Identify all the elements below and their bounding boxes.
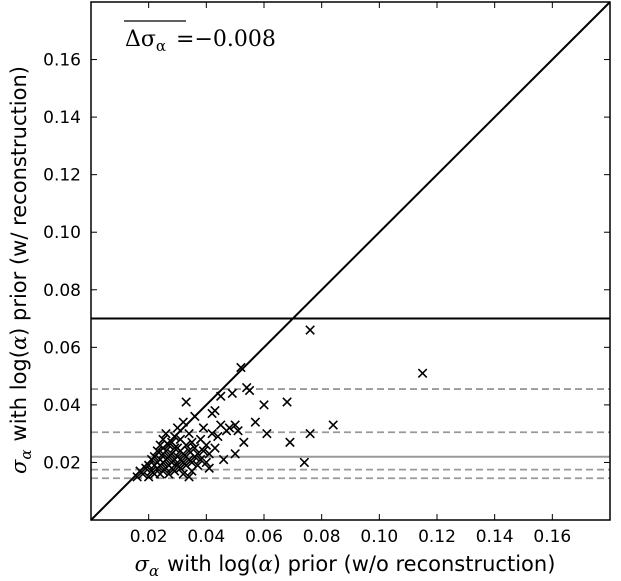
data-point-96 [285, 437, 295, 448]
annotation-value: −0.008 [194, 27, 275, 52]
data-point-99 [305, 325, 315, 335]
data-point-86 [230, 420, 240, 430]
data-point-49 [178, 417, 189, 427]
y-tick-label: 0.14 [43, 108, 81, 128]
x-axis-label: σα with log(α) prior (w/o reconstruction) [135, 552, 556, 580]
x-axis-label-paren-symbol: α [259, 552, 273, 576]
data-point-68 [198, 446, 209, 456]
data-point-81 [218, 454, 229, 465]
x-tick-label: 0.06 [245, 527, 283, 547]
data-point-76 [210, 443, 220, 453]
annotation-subscript: α [156, 37, 166, 55]
data-point-60 [187, 437, 197, 448]
data-point-59 [187, 457, 197, 468]
data-point-78 [213, 431, 223, 442]
y-axis-label-text-after: ) prior (w/ reconstruction) [7, 66, 31, 336]
data-point-37 [169, 431, 180, 442]
data-point-46 [178, 469, 189, 479]
data-point-97 [299, 457, 310, 468]
data-point-42 [175, 463, 186, 473]
y-tick-label: 0.08 [43, 281, 81, 301]
x-tick-label: 0.04 [187, 527, 225, 547]
plot-area-group [90, 1, 611, 521]
data-point-52 [181, 440, 191, 450]
data-point-95 [282, 397, 292, 407]
data-point-24 [161, 446, 171, 456]
data-point-66 [195, 454, 206, 465]
data-point-93 [259, 400, 269, 410]
y-axis-label-subscript: α [17, 449, 35, 459]
plot-frame [90, 1, 611, 521]
y-axis-label: σαwith log(α) prior (w/ reconstruction) [7, 66, 35, 474]
data-point-26 [164, 469, 174, 479]
data-point-57 [184, 428, 194, 439]
data-point-80 [215, 391, 226, 402]
x-axis-label-text-before: with log( [167, 552, 258, 576]
data-point-2 [138, 469, 148, 479]
data-point-10 [149, 451, 160, 462]
x-tick-label: 0.02 [130, 527, 168, 547]
x-tick-label: 0.08 [303, 527, 341, 547]
x-tick-label: 0.10 [360, 527, 398, 547]
y-axis-label-symbol: σ [7, 459, 31, 474]
y-tick-label: 0.10 [43, 223, 81, 243]
x-axis-label-text-after: ) prior (w/o reconstruction) [273, 552, 556, 576]
y-tick-label: 0.12 [43, 166, 81, 186]
data-point-69 [198, 423, 209, 433]
mean-difference-annotation: Δσα =−0.008 [125, 27, 276, 55]
y-tick-label: 0.04 [43, 396, 81, 416]
x-tick-label: 0.12 [418, 527, 456, 547]
reference-lines [90, 1, 611, 521]
data-point-54 [184, 472, 194, 482]
data-point-100 [328, 420, 338, 430]
data-point-98 [305, 428, 315, 439]
data-point-85 [230, 449, 240, 459]
data-point-72 [204, 463, 214, 473]
data-point-64 [192, 460, 203, 471]
data-point-77 [210, 405, 220, 416]
data-point-91 [244, 385, 255, 396]
data-point-36 [169, 443, 180, 453]
data-point-0 [132, 472, 142, 482]
data-point-65 [192, 449, 203, 459]
data-point-87 [233, 426, 243, 436]
data-point-88 [236, 362, 246, 373]
axis-ticks: 0.02 0.04 0.06 0.08 0.10 0.12 0.14 0.16 0.02 0.04… [43, 2, 610, 547]
data-point-101 [417, 368, 428, 378]
x-tick-label: 0.16 [533, 527, 571, 547]
x-axis-label-symbol: σ [135, 552, 150, 576]
x-tick-label: 0.14 [476, 527, 514, 547]
annotation-equals: = [176, 27, 194, 52]
y-tick-label: 0.16 [43, 51, 81, 71]
data-point-4 [143, 472, 154, 482]
data-point-70 [201, 457, 212, 468]
data-point-13 [152, 446, 163, 456]
data-point-34 [169, 466, 180, 476]
y-axis-label-paren-symbol: α [7, 336, 31, 350]
data-point-89 [239, 437, 249, 448]
data-point-74 [207, 428, 217, 439]
data-point-92 [250, 417, 261, 427]
data-point-25 [161, 428, 171, 439]
data-point-84 [227, 388, 238, 399]
data-points [132, 325, 428, 482]
y-tick-label: 0.02 [43, 453, 81, 473]
data-point-83 [224, 423, 235, 433]
y-tick-label: 0.06 [43, 338, 81, 358]
data-point-62 [190, 443, 200, 453]
y-axis-label-text-before: with log( [7, 350, 31, 441]
data-point-71 [201, 440, 212, 450]
data-point-63 [190, 411, 200, 422]
identity-diagonal-line [90, 1, 611, 521]
annotation-delta: Δσ [125, 27, 156, 52]
data-point-94 [262, 428, 272, 439]
x-axis-label-subscript: α [149, 562, 159, 580]
data-point-53 [181, 397, 191, 407]
